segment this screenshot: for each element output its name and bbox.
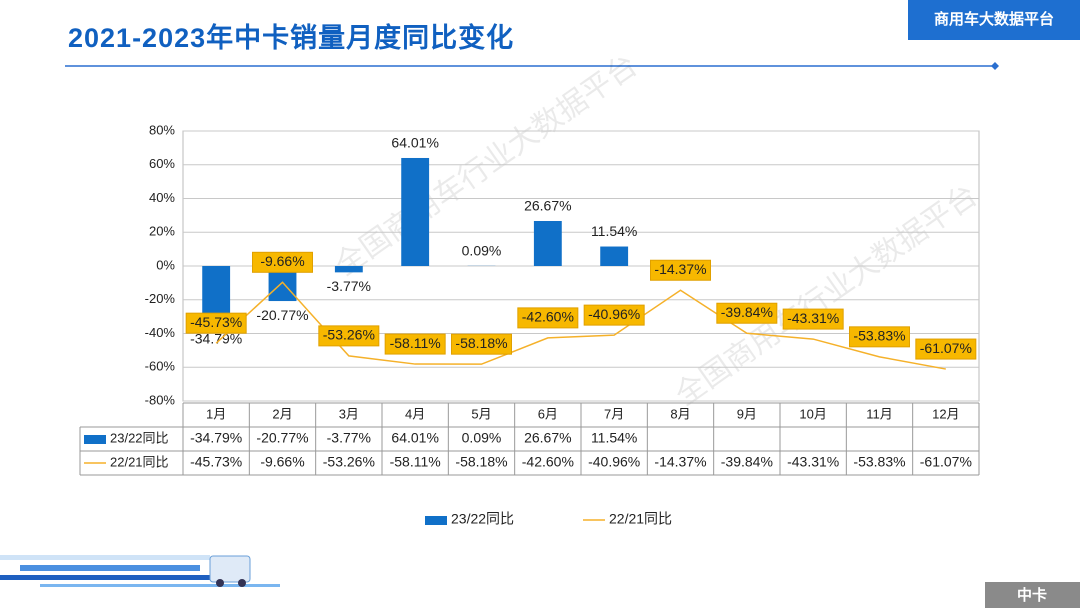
line-label: -58.11% (390, 335, 441, 351)
y-tick-label: 20% (149, 224, 175, 239)
table-cell: -34.79% (190, 430, 242, 446)
bar (534, 221, 562, 266)
bar (335, 266, 363, 272)
table-cell: -3.77% (327, 430, 371, 446)
x-tick-label: 11月 (866, 406, 893, 421)
y-tick-label: 80% (149, 122, 175, 137)
y-tick-label: 40% (149, 190, 175, 205)
bar-label: 26.67% (524, 198, 571, 214)
table-cell: -20.77% (256, 430, 308, 446)
x-tick-label: 5月 (471, 406, 491, 421)
table-key (84, 435, 106, 444)
table-cell: -42.60% (522, 454, 574, 470)
line-label: -9.66% (260, 253, 304, 269)
x-tick-label: 9月 (737, 406, 757, 421)
line-label: -42.60% (522, 309, 574, 325)
x-tick-label: 4月 (405, 406, 425, 421)
y-tick-label: 0% (156, 257, 175, 272)
table-cell: -53.26% (323, 454, 375, 470)
table-series-name: 23/22同比 (110, 430, 169, 445)
line-label: -14.37% (654, 261, 706, 277)
x-tick-label: 3月 (339, 406, 359, 421)
table-cell: -61.07% (920, 454, 972, 470)
x-tick-label: 10月 (799, 406, 826, 421)
line-label: -43.31% (787, 310, 839, 326)
bar-label: 64.01% (391, 135, 438, 151)
bar (401, 158, 429, 266)
table-cell: -53.83% (853, 454, 905, 470)
bar (600, 247, 628, 266)
line-label: -53.83% (853, 328, 905, 344)
legend-label: 23/22同比 (451, 511, 514, 527)
truck-decoration (0, 555, 280, 587)
table-cell: -9.66% (260, 454, 304, 470)
x-tick-label: 2月 (272, 406, 292, 421)
line-label: -53.26% (323, 327, 375, 343)
y-tick-label: -20% (145, 291, 176, 306)
table-cell: -58.18% (455, 454, 507, 470)
slide-title: 2021-2023年中卡销量月度同比变化 (68, 22, 514, 53)
line-label: -39.84% (721, 304, 773, 320)
table-cell: 11.54% (591, 430, 637, 446)
x-tick-label: 12月 (932, 406, 959, 421)
table-cell: -39.84% (721, 454, 773, 470)
x-tick-label: 1月 (206, 406, 226, 421)
rule-diamond (991, 62, 999, 70)
bar-label: -3.77% (327, 278, 371, 294)
line-label: -45.73% (190, 314, 242, 330)
bar-label: 0.09% (462, 243, 502, 259)
watermark: 全国商用车行业大数据平台 (670, 179, 984, 413)
y-tick-label: -40% (145, 325, 176, 340)
x-tick-label: 6月 (538, 406, 558, 421)
y-tick-label: 60% (149, 156, 175, 171)
line-label: -61.07% (920, 340, 972, 356)
table-cell: 64.01% (391, 430, 438, 446)
table-cell: -45.73% (190, 454, 242, 470)
table-cell: 0.09% (462, 430, 502, 446)
x-tick-label: 7月 (604, 406, 624, 421)
table-cell: -14.37% (654, 454, 706, 470)
table-cell: 26.67% (524, 430, 571, 446)
table-cell: -58.11% (390, 454, 441, 470)
table-cell: -43.31% (787, 454, 839, 470)
legend-key (425, 516, 447, 525)
badge: 商用车大数据平台 (934, 10, 1054, 28)
footer: 中卡 (1017, 586, 1047, 604)
y-tick-label: -80% (145, 392, 176, 407)
line-label: -40.96% (588, 306, 640, 322)
x-tick-label: 8月 (670, 406, 690, 421)
bar-label: 11.54% (591, 223, 637, 239)
legend-label: 22/21同比 (609, 511, 672, 527)
table-series-name: 22/21同比 (110, 454, 169, 469)
table-cell: -40.96% (588, 454, 640, 470)
line-label: -58.18% (455, 335, 507, 351)
y-tick-label: -60% (145, 359, 176, 374)
bar-label: -20.77% (256, 307, 308, 323)
